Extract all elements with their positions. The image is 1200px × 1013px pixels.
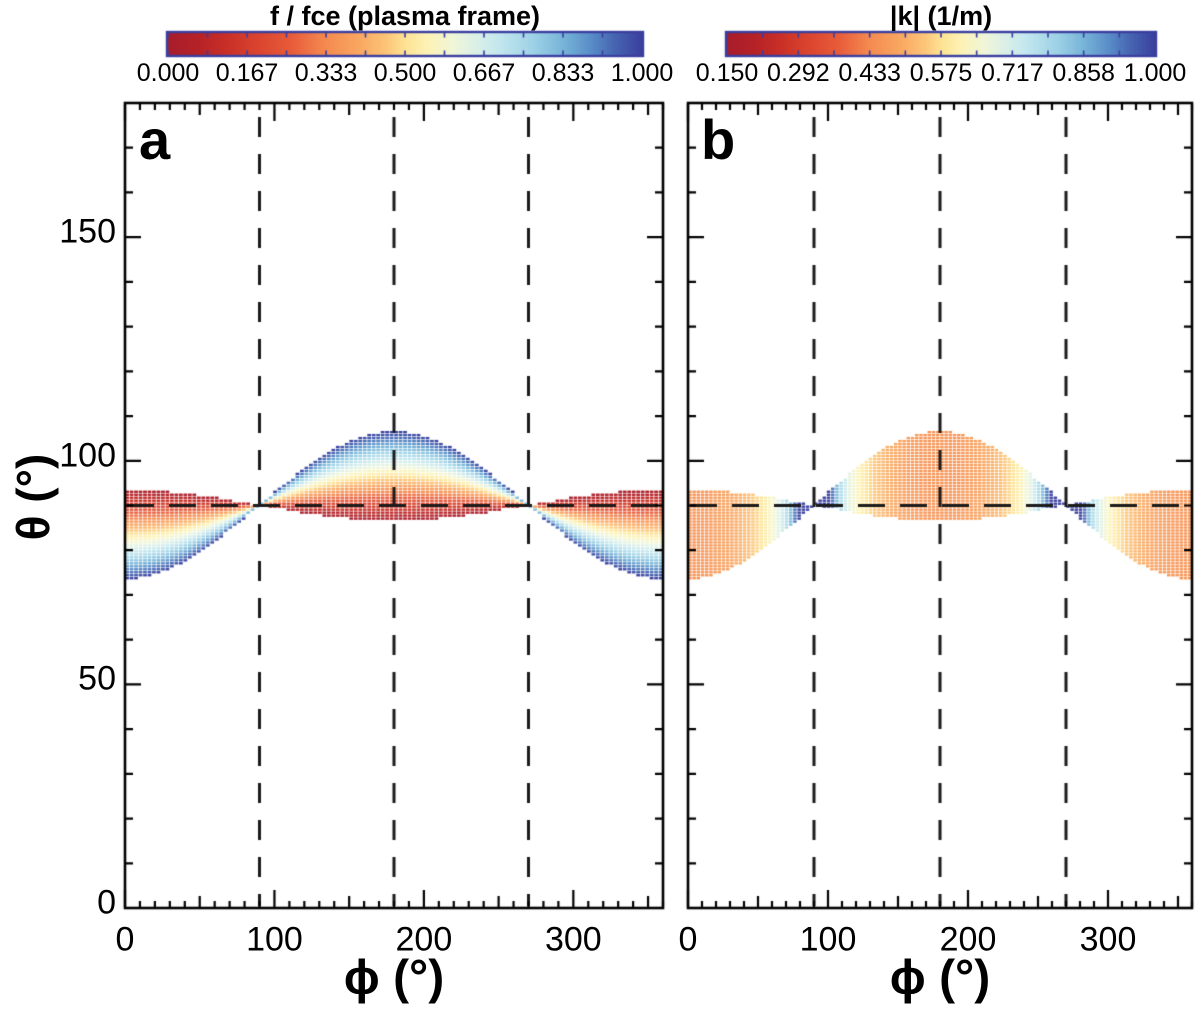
colorbar-a-title: f / fce (plasma frame) (269, 1, 541, 31)
colorbar-b-tick-label: 1.000 (1123, 59, 1187, 87)
panel-b-xtick-label: 300 (1079, 920, 1137, 959)
colorbar-b-tick-label: 0.858 (1052, 59, 1115, 87)
panel-b-xtick-label: 0 (678, 920, 698, 959)
colorbar-b-tick-label: 0.292 (767, 59, 830, 87)
colorbar-a-tick-label: 1.000 (610, 59, 674, 87)
colorbar-a-tick-label: 0.000 (136, 59, 200, 87)
colorbar-a-tick-label: 0.667 (452, 59, 516, 87)
panel-a-xaxis-title: ϕ (°) (343, 951, 445, 1005)
panel-a-xtick-label: 200 (395, 920, 453, 959)
colorbar-a-tick-label: 0.167 (215, 59, 279, 87)
colorbar-b-tick-label: 0.717 (981, 59, 1044, 87)
panel-a-yaxis-title: θ (°) (7, 453, 59, 541)
colorbar-b-tick-label: 0.150 (695, 59, 759, 87)
panel-a-xtick-label: 0 (115, 920, 135, 959)
panel-a-letter: a (139, 108, 171, 171)
panel-a-xtick-label: 100 (246, 920, 303, 959)
panel-a-xtick-label: 300 (544, 920, 602, 959)
colorbar-a-tick-label: 0.833 (531, 59, 595, 87)
colorbar-b-tick-label: 0.433 (838, 59, 901, 87)
panel-a-ytick-label: 0 (97, 883, 116, 922)
panel-b-xtick-label: 200 (939, 920, 997, 959)
panel-a-ytick-label: 100 (59, 436, 116, 475)
colorbar-b-title: |k| (1/m) (889, 1, 993, 31)
colorbar-a-tick-label: 0.333 (294, 59, 358, 87)
colorbar-a-tick-label: 0.500 (373, 59, 437, 87)
panel-b-xtick-label: 100 (799, 920, 857, 959)
panel-a-ytick-label: 150 (59, 212, 116, 251)
panel-a-ytick-label: 50 (78, 659, 116, 698)
panel-b-xaxis-title: ϕ (°) (889, 951, 991, 1005)
panel-b-letter: b (701, 108, 736, 171)
colorbar-b-tick-label: 0.575 (909, 59, 973, 87)
